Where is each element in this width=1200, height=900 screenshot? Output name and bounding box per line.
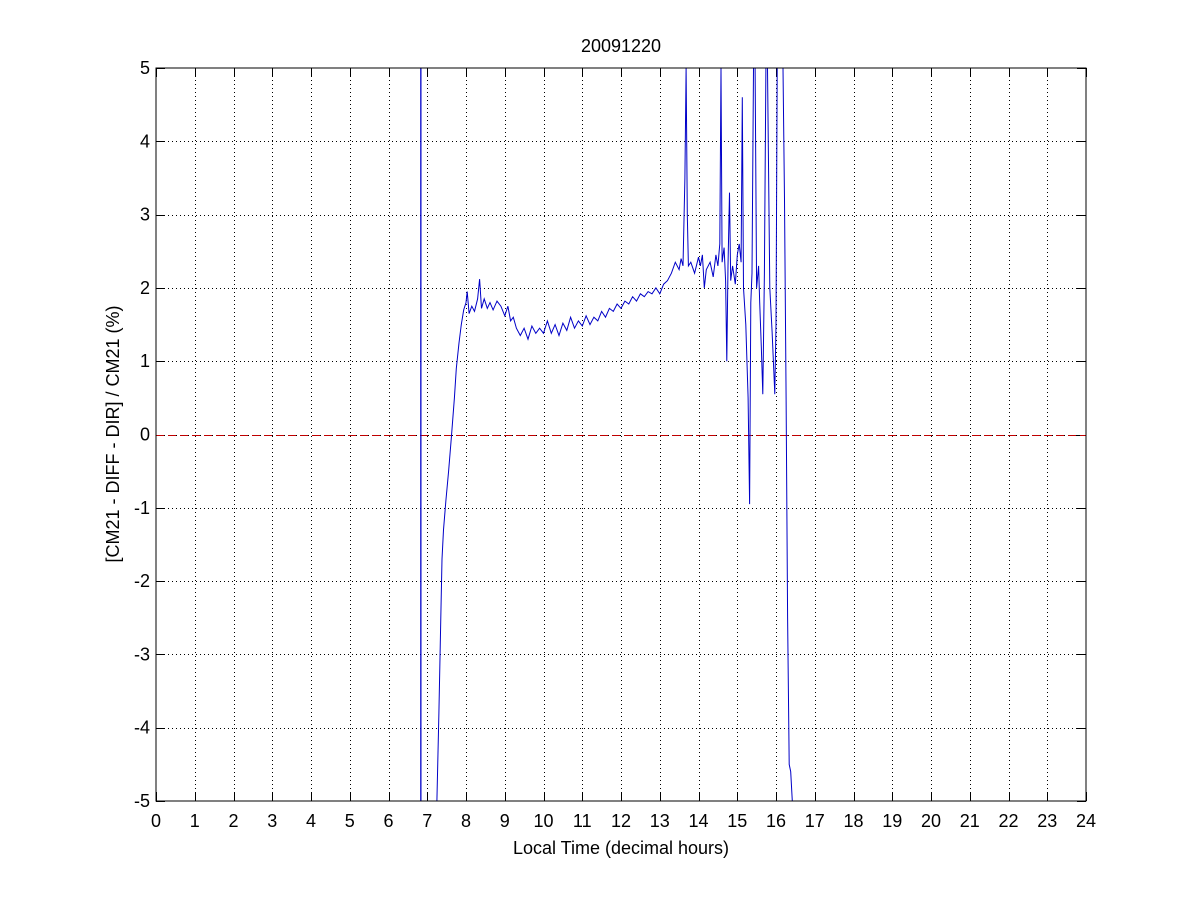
x-tick-label: 5 [345,811,355,831]
series-group [420,68,793,801]
y-tick-label: -1 [134,498,150,518]
y-tick-label: 3 [140,205,150,225]
x-tick-label: 9 [500,811,510,831]
x-tick-label: 20 [921,811,941,831]
axes-frame [155,67,1087,802]
y-tick-label: -4 [134,718,150,738]
x-tick-labels: 0 1 2 3 4 5 6 7 8 9 10 11 12 13 14 15 16 17 18 19 20 21 22 23 24 [151,811,1096,831]
series-line [420,68,793,801]
x-tick-label: 13 [650,811,670,831]
x-tick-label: 0 [151,811,161,831]
chart-title: 20091220 [581,36,661,56]
x-tick-label: 14 [688,811,708,831]
y-tick-label: -5 [134,791,150,811]
x-tick-label: 6 [383,811,393,831]
x-axis-label: Local Time (decimal hours) [513,838,729,858]
x-tick-label: 11 [573,811,592,831]
x-tick-label: 17 [805,811,825,831]
y-tick-label: -3 [134,644,150,664]
x-tick-label: 21 [960,811,980,831]
plot-area [156,68,1086,801]
x-tick-label: 24 [1076,811,1096,831]
x-tick-label: 16 [766,811,786,831]
x-tick-label: 15 [727,811,747,831]
x-tick-label: 23 [1037,811,1057,831]
x-tick-label: 2 [228,811,238,831]
x-tick-label: 8 [461,811,471,831]
x-tick-label: 19 [882,811,902,831]
y-tick-label: 0 [140,425,150,445]
x-tick-label: 22 [998,811,1018,831]
x-tick-label: 3 [267,811,277,831]
y-axis-label: [CM21 - DIFF - DIR] / CM21 (%) [103,305,123,562]
x-tick-label: 1 [190,811,200,831]
y-tick-label: 4 [140,131,150,151]
y-tick-label: 5 [140,58,150,78]
ticks [156,68,1087,802]
grid [156,68,1086,801]
y-tick-label: 1 [140,351,150,371]
x-tick-label: 18 [843,811,863,831]
y-tick-labels: 5 4 3 2 1 0 -1 -2 -3 -4 -5 [134,58,150,811]
y-tick-label: 2 [140,278,150,298]
x-tick-label: 10 [533,811,553,831]
x-tick-label: 4 [306,811,316,831]
y-tick-label: -2 [134,571,150,591]
x-tick-label: 12 [611,811,631,831]
x-tick-label: 7 [422,811,432,831]
